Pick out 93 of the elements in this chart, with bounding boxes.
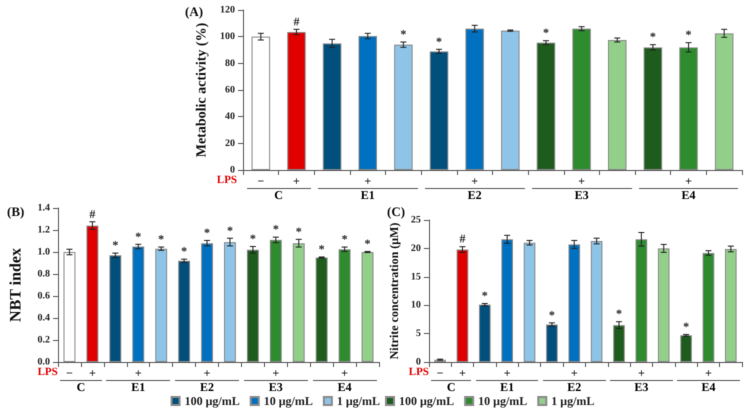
data-label: #	[459, 232, 466, 246]
text: E2	[468, 188, 482, 202]
chart-title: (B)	[7, 204, 24, 219]
y-tick-label: 10	[410, 300, 421, 311]
y-tick-label: 120	[220, 4, 235, 16]
x-tick-label: +	[504, 366, 511, 380]
x-tick-label: +	[364, 174, 372, 188]
y-axis-title: Metabolic activity (%)	[194, 22, 210, 158]
x-tick-label: +	[570, 366, 578, 380]
data-label: *	[226, 223, 233, 238]
y-tick-label: 40	[225, 111, 235, 122]
y-tick-label: 0.0	[38, 356, 50, 368]
y-tick-label: 0.2	[38, 334, 50, 346]
legend-label: 100 μg/mL	[184, 394, 240, 408]
text: E4	[338, 380, 352, 394]
x-tick-label: +	[293, 174, 300, 188]
text: C	[446, 380, 456, 394]
text: E1	[360, 188, 375, 202]
data-label: *	[542, 26, 549, 40]
x-tick-label: −	[66, 366, 74, 380]
text: E2	[200, 380, 214, 394]
legend-label: 10 μg/mL	[478, 394, 528, 408]
data-label: *	[272, 222, 279, 236]
y-tick-label: 1.4	[38, 202, 50, 214]
data-label: *	[204, 225, 210, 240]
y-tick-label: 0	[230, 164, 235, 176]
data-label: *	[686, 28, 692, 42]
legend-label: 10 μg/mL	[264, 394, 313, 408]
text: E2	[567, 380, 582, 394]
y-tick-label: 0.6	[38, 290, 50, 302]
data-label: *	[400, 27, 406, 41]
chart-title: (A)	[185, 4, 204, 19]
x-tick-label: +	[459, 366, 466, 380]
text: E4	[682, 188, 696, 202]
data-label: *	[616, 306, 622, 321]
data-label: *	[436, 34, 442, 48]
y-tick-label: 100	[220, 31, 235, 42]
x-tick-label: +	[578, 174, 586, 188]
x-tick-label: +	[471, 174, 478, 188]
x-tick-label: +	[134, 366, 142, 380]
y-tick-label: 15	[410, 271, 421, 282]
y-tick-label: 1.0	[38, 246, 50, 258]
data-label: #	[293, 14, 300, 28]
x-tick-label: +	[705, 366, 712, 380]
text: LPS	[216, 174, 238, 187]
y-axis-title: NBT index	[8, 248, 24, 322]
data-label: *	[364, 236, 371, 250]
data-label: *	[112, 238, 118, 252]
y-axis-title: Nitrite concentration (μM)	[387, 222, 401, 360]
y-tick-label: 0.8	[38, 268, 50, 280]
x-tick-label: +	[88, 366, 96, 380]
text: E4	[701, 380, 716, 394]
y-tick-label: 20	[225, 138, 235, 149]
x-tick-label: +	[341, 366, 348, 380]
data-label: *	[342, 232, 348, 246]
y-tick-label: 20	[410, 242, 421, 254]
data-label: #	[89, 206, 96, 221]
text: E3	[268, 380, 283, 394]
x-tick-label: +	[272, 366, 280, 380]
data-label: *	[250, 232, 256, 246]
text: E3	[634, 380, 648, 394]
y-tick-label: 0	[416, 356, 421, 368]
chart-title: (C)	[387, 204, 406, 219]
x-tick-label: −	[257, 174, 264, 188]
y-tick-label: 80	[225, 58, 235, 69]
data-label: *	[318, 242, 325, 256]
y-tick-label: 1.2	[38, 224, 50, 236]
x-tick-label: +	[685, 174, 692, 188]
data-label: *	[296, 224, 302, 238]
data-label: *	[158, 232, 164, 246]
y-tick-label: 0.4	[38, 312, 50, 324]
text: E3	[574, 188, 589, 202]
legend-label: 100 μg/mL	[399, 394, 454, 408]
y-tick-label: 60	[225, 84, 235, 96]
text: C	[76, 380, 86, 394]
data-label: *	[683, 319, 690, 334]
text: LPS	[38, 366, 58, 379]
legend-label: 1 μg/mL	[336, 394, 380, 408]
x-tick-label: +	[204, 366, 211, 380]
text: E1	[500, 380, 514, 394]
data-label: *	[548, 308, 555, 322]
data-label: *	[181, 244, 188, 258]
legend-label: 1 μg/mL	[551, 394, 594, 408]
text: C	[274, 188, 283, 202]
text: E1	[131, 380, 146, 394]
text: LPS	[408, 366, 429, 379]
y-tick-label: 25	[410, 214, 421, 226]
data-label: *	[650, 30, 656, 44]
data-label: *	[482, 288, 488, 302]
y-tick-label: 5	[416, 328, 421, 340]
data-label: *	[135, 229, 142, 244]
x-tick-label: −	[436, 366, 444, 380]
x-tick-label: +	[638, 366, 645, 380]
